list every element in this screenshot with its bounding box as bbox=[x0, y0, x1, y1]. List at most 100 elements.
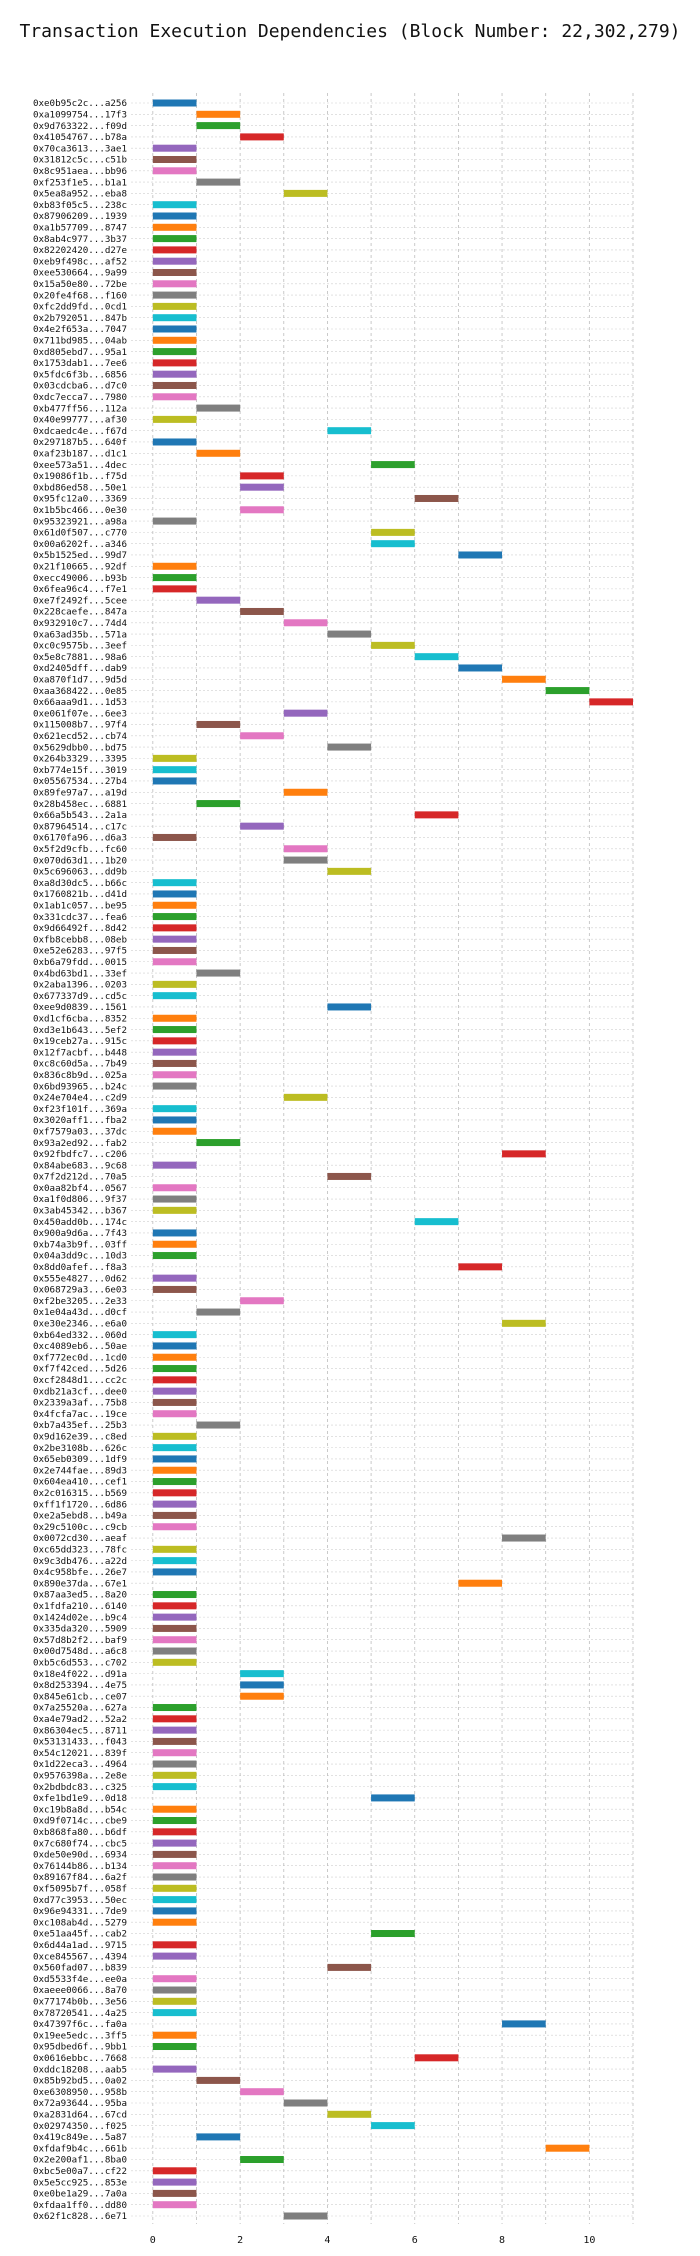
y-tick-label: 0x2339a3af...75b8 bbox=[33, 1398, 127, 1409]
transaction-bar bbox=[152, 291, 197, 299]
y-tick-label: 0x65eb0309...1df9 bbox=[33, 1454, 127, 1465]
transaction-bar bbox=[240, 1692, 284, 1700]
y-tick-label: 0x61d0f507...c770 bbox=[33, 528, 127, 539]
y-tick-label: 0x2be3108b...626c bbox=[33, 1443, 127, 1454]
y-tick-label: 0x0072cd30...aeaf bbox=[33, 1533, 127, 1544]
transaction-bar bbox=[152, 1489, 197, 1497]
y-tick-label: 0xee530664...9a99 bbox=[33, 268, 127, 279]
y-tick-label: 0x555e4827...0d62 bbox=[33, 1273, 127, 1284]
transaction-bar bbox=[152, 992, 197, 1000]
transaction-bar bbox=[152, 1850, 197, 1858]
transaction-bar bbox=[196, 2076, 241, 2084]
transaction-bar bbox=[327, 1003, 372, 1011]
transaction-bar bbox=[240, 483, 284, 491]
transaction-bar bbox=[196, 1308, 241, 1316]
y-tick-label: 0xf7579a03...37dc bbox=[33, 1126, 127, 1137]
transaction-bar bbox=[152, 935, 197, 943]
transaction-bar bbox=[152, 167, 197, 175]
transaction-bar bbox=[196, 178, 241, 186]
y-tick-label: 0x2e744fae...89d3 bbox=[33, 1465, 127, 1476]
y-tick-label: 0x57d8b2f2...baf9 bbox=[33, 1635, 127, 1646]
x-tick-label: 2 bbox=[237, 2235, 243, 2246]
y-tick-label: 0x19ee5edc...3ff5 bbox=[33, 2030, 127, 2041]
transaction-bar bbox=[152, 1105, 197, 1113]
transaction-bar bbox=[152, 754, 197, 762]
y-tick-label: 0x068729a3...6e03 bbox=[33, 1285, 127, 1296]
y-tick-label: 0x4bd63bd1...33ef bbox=[33, 968, 127, 979]
transaction-bar bbox=[240, 732, 284, 740]
y-tick-label: 0x5e5cc925...853e bbox=[33, 2177, 127, 2188]
y-tick-label: 0xfdaa1ff0...dd80 bbox=[33, 2200, 127, 2211]
transaction-bar bbox=[152, 302, 197, 310]
y-tick-label: 0x9c3db476...a22d bbox=[33, 1556, 127, 1567]
transaction-bar bbox=[152, 1014, 197, 1022]
y-tick-label: 0x836c8b9d...025a bbox=[33, 1070, 127, 1081]
transaction-bar bbox=[152, 1444, 197, 1452]
transaction-bar bbox=[152, 946, 197, 954]
transaction-bar bbox=[152, 1026, 197, 1034]
y-tick-label: 0x1424d02e...b9c4 bbox=[33, 1612, 128, 1623]
transaction-bar bbox=[152, 924, 197, 932]
transaction-bar bbox=[152, 1398, 197, 1406]
grid-layer bbox=[131, 93, 634, 2224]
y-tick-label: 0x2aba1396...0203 bbox=[33, 980, 127, 991]
transaction-bar bbox=[371, 1794, 415, 1802]
transaction-bar bbox=[152, 1466, 197, 1474]
transaction-bar bbox=[283, 2212, 328, 2220]
y-tick-label: 0xb774e15f...3019 bbox=[33, 765, 127, 776]
transaction-bar bbox=[502, 2020, 546, 2028]
transaction-bar bbox=[152, 1240, 197, 1248]
transaction-bar bbox=[152, 381, 197, 389]
transaction-bar bbox=[152, 235, 197, 243]
y-tick-label: 0x29c5100c...c9cb bbox=[33, 1522, 127, 1533]
y-tick-label: 0x5c696063...dd9b bbox=[33, 867, 127, 878]
y-tick-label: 0x335da320...5909 bbox=[33, 1624, 127, 1635]
y-tick-label: 0x18e4f022...d91a bbox=[33, 1669, 127, 1680]
y-tick-label: 0xee9d0839...1561 bbox=[33, 1002, 127, 1013]
transaction-bar bbox=[152, 393, 197, 401]
transaction-bar bbox=[152, 223, 197, 231]
transaction-bar bbox=[152, 1918, 197, 1926]
y-tick-label: 0xdcaedc4e...f67d bbox=[33, 426, 127, 437]
bar-layer bbox=[152, 99, 633, 2220]
y-tick-label: 0x8c951aea...bb96 bbox=[33, 166, 127, 177]
transaction-bar bbox=[240, 607, 284, 615]
transaction-bar bbox=[240, 1681, 284, 1689]
y-tick-label: 0x677337d9...cd5c bbox=[33, 991, 127, 1002]
transaction-bar bbox=[196, 800, 241, 808]
y-tick-label: 0xce845567...4394 bbox=[33, 1951, 128, 1962]
transaction-bar bbox=[196, 1139, 241, 1147]
y-tick-label: 0x8d253394...4e75 bbox=[33, 1680, 127, 1691]
y-tick-label: 0x560fad07...b839 bbox=[33, 1963, 127, 1974]
y-tick-label: 0xd77c3953...50ec bbox=[33, 1895, 127, 1906]
transaction-bar bbox=[414, 653, 459, 661]
transaction-bar bbox=[152, 1896, 197, 1904]
transaction-bar bbox=[458, 1579, 503, 1587]
y-tick-label: 0xeb9f498c...af52 bbox=[33, 256, 127, 267]
transaction-bar bbox=[152, 1884, 197, 1892]
transaction-bar bbox=[240, 506, 284, 514]
y-tick-label: 0x932910c7...74d4 bbox=[33, 618, 128, 629]
transaction-bar bbox=[371, 641, 415, 649]
y-tick-label: 0xe061f07e...6ee3 bbox=[33, 708, 127, 719]
y-tick-label: 0x5ea8a952...eba8 bbox=[33, 189, 127, 200]
y-tick-label: 0x78720541...4a25 bbox=[33, 2008, 127, 2019]
y-tick-label: 0x92fbdfc7...c206 bbox=[33, 1149, 127, 1160]
y-tick-label: 0xd1cf6cba...8352 bbox=[33, 1013, 127, 1024]
transaction-bar bbox=[327, 1172, 372, 1180]
transaction-bar bbox=[152, 766, 197, 774]
transaction-bar bbox=[152, 348, 197, 356]
y-tick-label: 0x4c958bfe...26e7 bbox=[33, 1567, 127, 1578]
transaction-bar bbox=[152, 1873, 197, 1881]
transaction-bar bbox=[283, 619, 328, 627]
transaction-bar bbox=[240, 133, 284, 141]
x-tick-label: 6 bbox=[412, 2235, 418, 2246]
transaction-bar bbox=[152, 1647, 197, 1655]
transaction-bar bbox=[152, 246, 197, 254]
x-tick-label: 0 bbox=[150, 2235, 156, 2246]
transaction-bar bbox=[152, 1658, 197, 1666]
y-tick-label: 0xaa368422...0e85 bbox=[33, 686, 127, 697]
y-tick-label: 0x9d162e39...c8ed bbox=[33, 1432, 127, 1443]
y-tick-label: 0x19ceb27a...915c bbox=[33, 1036, 127, 1047]
